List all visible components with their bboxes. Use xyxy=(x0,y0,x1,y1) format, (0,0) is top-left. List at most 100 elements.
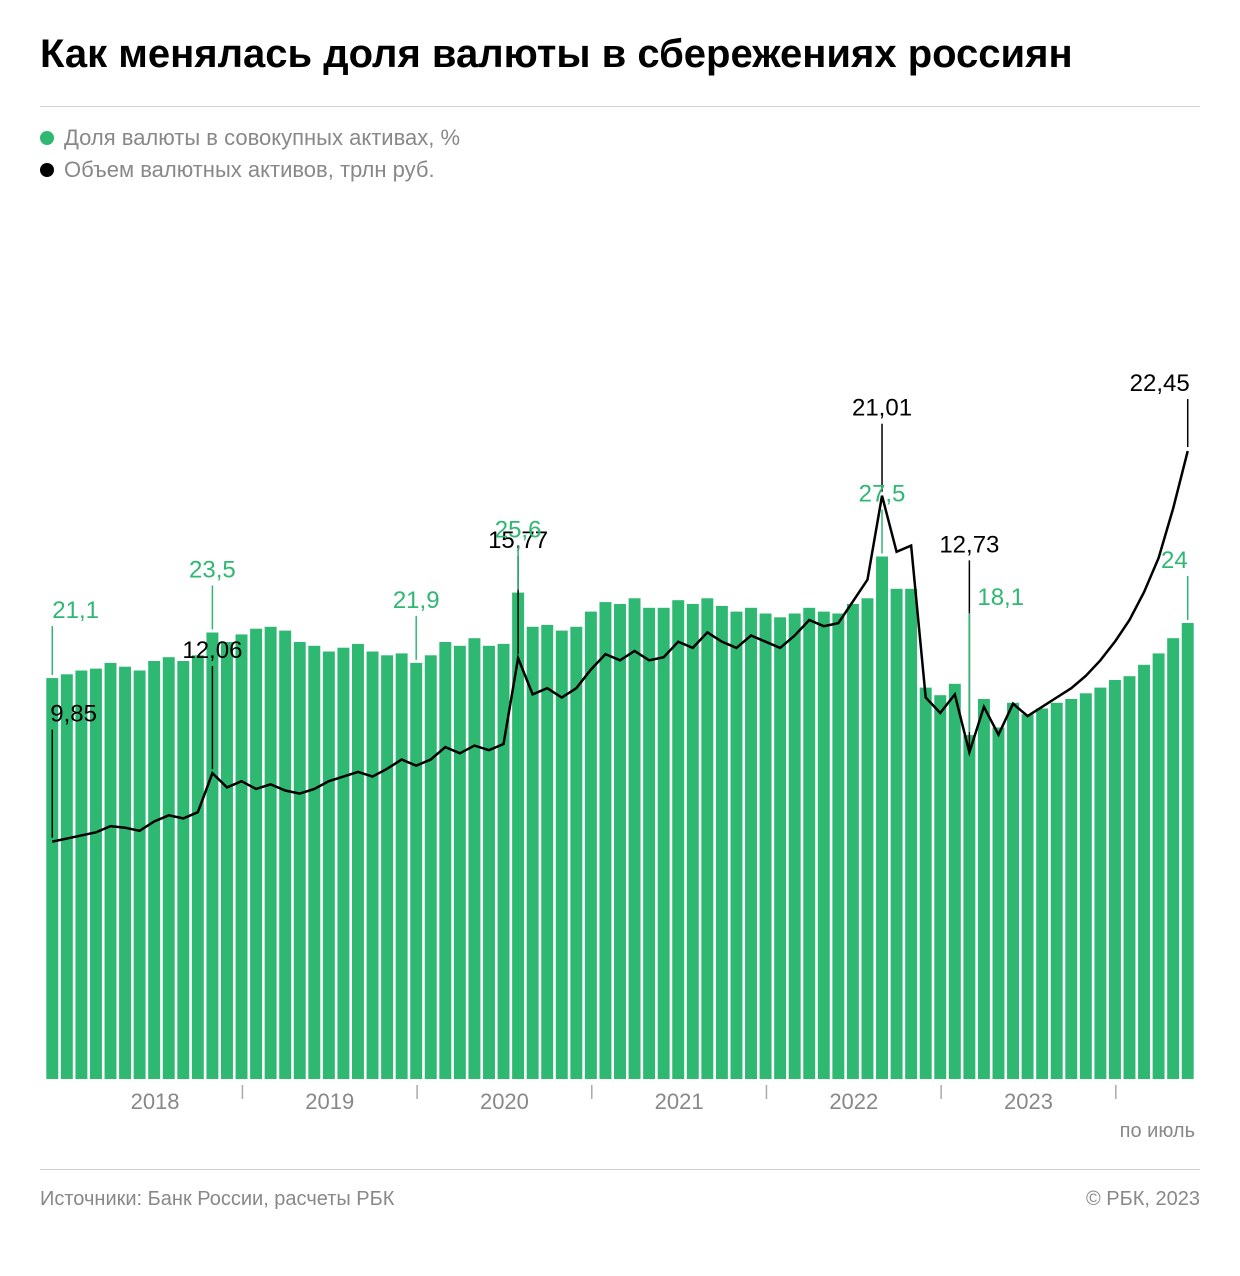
bar xyxy=(294,642,306,1079)
bar xyxy=(847,604,859,1079)
bar xyxy=(454,646,466,1079)
bar xyxy=(250,629,262,1079)
footer: Источники: Банк России, расчеты РБК © РБ… xyxy=(40,1169,1200,1211)
bar xyxy=(774,617,786,1079)
callout-label: 27,5 xyxy=(859,481,906,508)
bar xyxy=(993,728,1005,1080)
callout-label: 12,73 xyxy=(939,531,999,558)
bar xyxy=(177,661,189,1079)
bar xyxy=(687,604,699,1079)
callout-label: 9,85 xyxy=(50,701,97,728)
footer-credit: © РБК, 2023 xyxy=(1086,1188,1200,1211)
bar xyxy=(963,735,975,1079)
x-axis-label: 2019 xyxy=(305,1089,354,1114)
bar xyxy=(643,608,655,1079)
callout-label: 12,06 xyxy=(182,637,242,664)
x-axis-label: 2023 xyxy=(1004,1089,1053,1114)
bar xyxy=(352,644,364,1079)
callout-label: 21,01 xyxy=(852,395,912,422)
bar xyxy=(803,608,815,1079)
x-axis-label: 2021 xyxy=(655,1089,704,1114)
bar xyxy=(105,663,117,1079)
bar xyxy=(236,634,248,1079)
chart-svg: 9,8512,0615,7721,0112,7322,4521,123,521,… xyxy=(40,199,1200,1159)
bar xyxy=(221,642,233,1079)
callout-label: 25,6 xyxy=(495,517,542,544)
bar xyxy=(905,589,917,1079)
bar xyxy=(832,614,844,1080)
bar xyxy=(760,614,772,1080)
legend-dot-line xyxy=(40,163,54,177)
bar xyxy=(75,671,87,1080)
bar xyxy=(439,642,451,1079)
bar xyxy=(279,631,291,1079)
bar xyxy=(891,589,903,1079)
bar xyxy=(323,652,335,1080)
bar xyxy=(337,648,349,1079)
x-axis-label: 2022 xyxy=(829,1089,878,1114)
legend-item-line: Объем валютных активов, трлн руб. xyxy=(40,157,1200,183)
bar xyxy=(541,625,553,1079)
bar xyxy=(1109,680,1121,1079)
bar xyxy=(119,667,131,1079)
bar xyxy=(498,644,510,1079)
bar xyxy=(658,608,670,1079)
bar xyxy=(1051,703,1063,1079)
legend: Доля валюты в совокупных активах, % Объе… xyxy=(40,125,1200,183)
callout-label: 21,9 xyxy=(393,587,440,614)
bar xyxy=(1065,699,1077,1079)
bar xyxy=(483,646,495,1079)
bar xyxy=(730,612,742,1079)
legend-label-line: Объем валютных активов, трлн руб. xyxy=(64,157,435,183)
bar xyxy=(410,663,422,1079)
callout-label: 21,1 xyxy=(52,597,99,624)
callout-label: 22,45 xyxy=(1130,370,1190,397)
bar xyxy=(468,638,480,1079)
bar xyxy=(1167,638,1179,1079)
callout-label: 24 xyxy=(1161,547,1188,574)
bar xyxy=(614,604,626,1079)
bar xyxy=(672,600,684,1079)
bar xyxy=(1182,623,1194,1079)
legend-item-bars: Доля валюты в совокупных активах, % xyxy=(40,125,1200,151)
bar xyxy=(381,655,393,1079)
bar xyxy=(90,669,102,1079)
callout-label: 18,1 xyxy=(977,584,1024,611)
bar xyxy=(862,598,874,1079)
bar xyxy=(585,612,597,1079)
bar xyxy=(570,627,582,1079)
bar xyxy=(1007,703,1019,1079)
bar xyxy=(1080,693,1092,1079)
bar xyxy=(1138,665,1150,1079)
divider-top xyxy=(40,106,1200,107)
bar xyxy=(1094,688,1106,1079)
legend-dot-bars xyxy=(40,131,54,145)
bar xyxy=(163,657,175,1079)
footer-source: Источники: Банк России, расчеты РБК xyxy=(40,1188,394,1211)
bar xyxy=(818,612,830,1079)
x-axis-label: 2020 xyxy=(480,1089,529,1114)
bar xyxy=(1036,709,1048,1080)
bar xyxy=(716,606,728,1079)
chart-area: 9,8512,0615,7721,0112,7322,4521,123,521,… xyxy=(40,199,1200,1159)
bar xyxy=(745,608,757,1079)
bar xyxy=(367,652,379,1080)
bar xyxy=(949,684,961,1079)
bar xyxy=(1153,653,1165,1079)
bar xyxy=(396,653,408,1079)
x-axis-label: 2018 xyxy=(131,1089,180,1114)
bar xyxy=(1124,676,1136,1079)
chart-title: Как менялась доля валюты в сбережениях р… xyxy=(40,30,1200,78)
bar xyxy=(134,671,146,1080)
bar xyxy=(192,655,204,1079)
bar xyxy=(148,661,160,1079)
bar xyxy=(876,557,888,1080)
bar xyxy=(425,655,437,1079)
bar xyxy=(308,646,320,1079)
bar xyxy=(1022,714,1034,1079)
bar xyxy=(978,699,990,1079)
callout-label: 23,5 xyxy=(189,557,236,584)
bar xyxy=(789,614,801,1080)
bar xyxy=(934,695,946,1079)
x-axis-note: по июль xyxy=(1120,1120,1195,1142)
